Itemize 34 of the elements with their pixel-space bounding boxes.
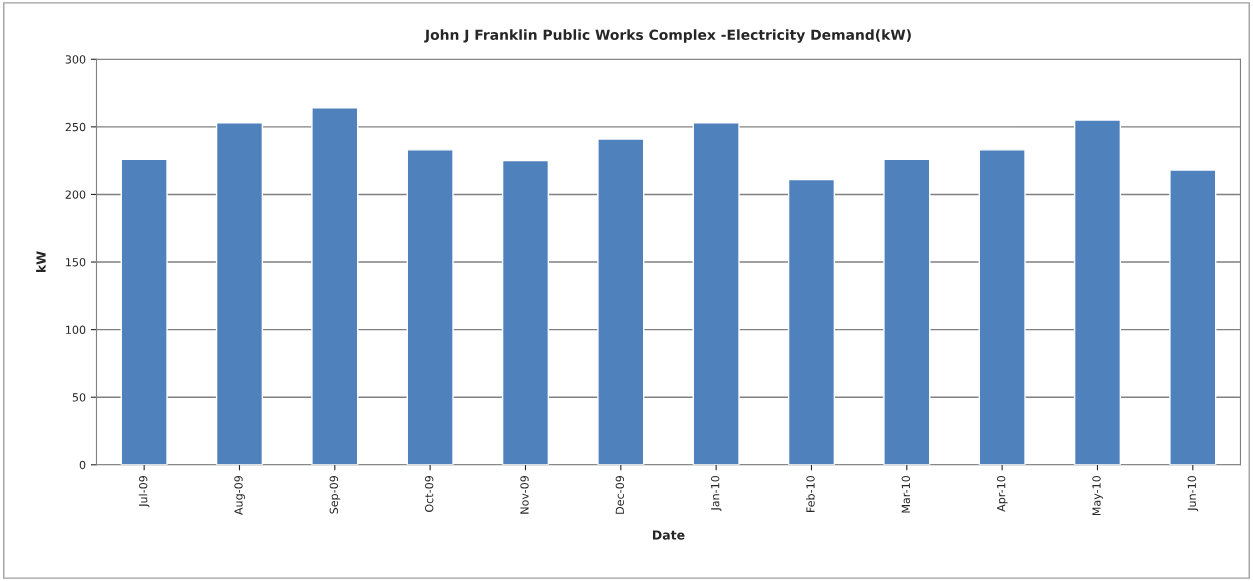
- bar: [120, 158, 168, 465]
- y-tick-label: 300: [65, 55, 86, 64]
- y-tick-label: 200: [65, 190, 86, 199]
- x-tick-label: May-10: [1092, 475, 1103, 516]
- bar: [787, 178, 836, 465]
- x-axis-title: Date: [652, 530, 685, 540]
- y-tick-label: 50: [72, 393, 86, 402]
- x-tick-label: Aug-09: [234, 476, 245, 515]
- y-tick-label: 100: [66, 325, 86, 334]
- x-tick-label: Sep-09: [329, 476, 341, 514]
- bar: [597, 138, 645, 465]
- x-tick-label: Oct-09: [424, 476, 434, 512]
- bar: [883, 158, 931, 465]
- chart-title: John J Franklin Public Works Complex -Electricity Demand(kW): [424, 29, 911, 43]
- x-tick-label: Jan-10: [710, 475, 722, 512]
- x-tick-label: Nov-09: [520, 476, 529, 514]
- bar: [501, 159, 550, 465]
- bar: [692, 122, 740, 465]
- y-tick-label: 150: [66, 258, 86, 267]
- bar: [215, 122, 264, 465]
- bar: [311, 107, 359, 465]
- x-tick-label: Jul-09: [138, 476, 150, 508]
- x-tick-label: Mar-10: [901, 475, 911, 513]
- bar: [1073, 119, 1122, 465]
- x-tick-label: Apr-10: [996, 475, 1008, 512]
- x-tick-label: Feb-10: [806, 475, 815, 512]
- bar: [1169, 169, 1217, 465]
- y-axis-title: kW: [36, 251, 46, 273]
- bar: [978, 149, 1026, 465]
- y-tick-label: 250: [65, 122, 86, 132]
- bar: [406, 149, 454, 465]
- x-tick-label: Dec-09: [615, 476, 625, 514]
- y-tick-label: 0: [79, 460, 86, 470]
- x-tick-label: Jun-10: [1187, 475, 1199, 512]
